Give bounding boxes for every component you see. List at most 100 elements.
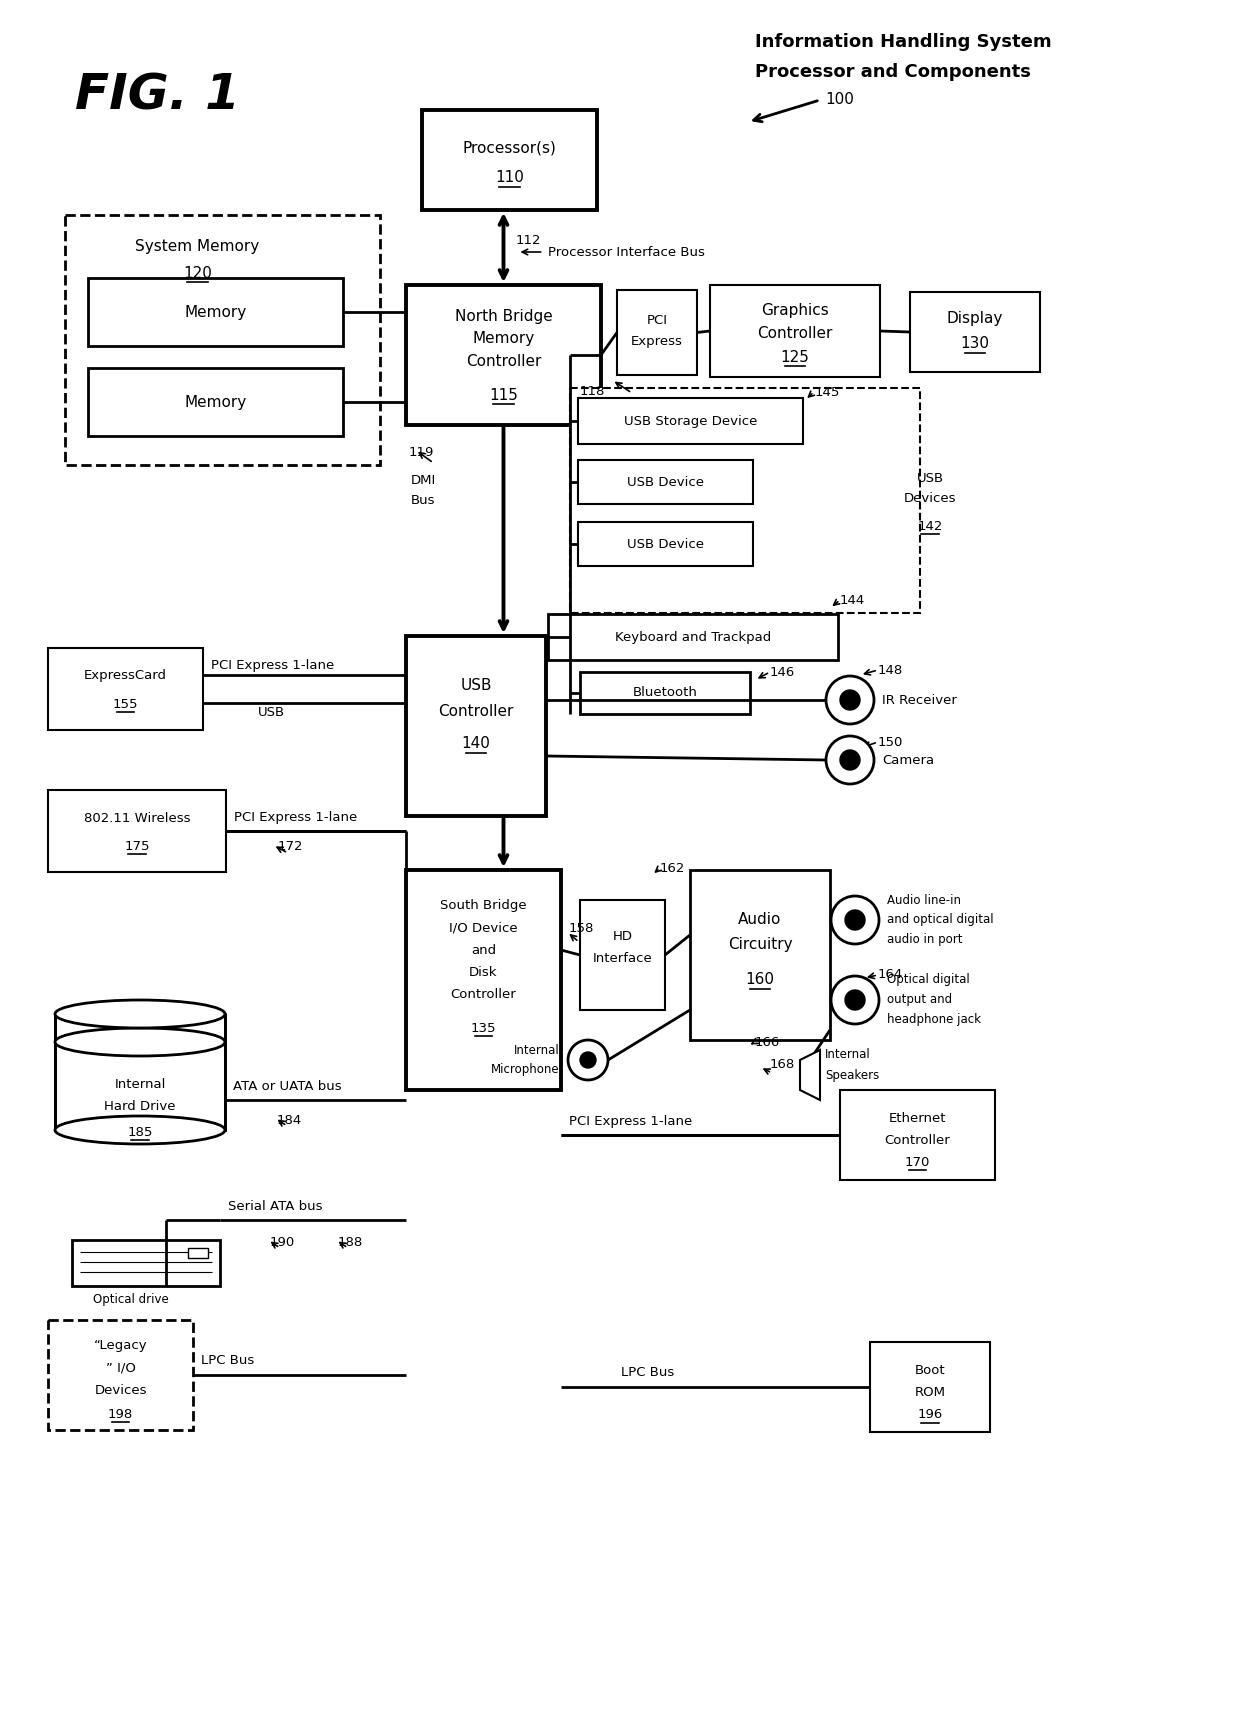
Text: 188: 188 [339, 1236, 363, 1248]
Bar [48, 1320, 193, 1430]
Text: 144: 144 [839, 594, 866, 606]
Bar [405, 637, 546, 816]
Text: Camera: Camera [882, 754, 934, 766]
Circle shape [844, 990, 866, 1010]
Text: output and: output and [887, 993, 952, 1007]
Text: headphone jack: headphone jack [887, 1014, 981, 1026]
Text: ” I/O: ” I/O [105, 1361, 135, 1375]
Text: Controller: Controller [758, 325, 833, 341]
Text: 802.11 Wireless: 802.11 Wireless [84, 812, 190, 824]
Text: Controller: Controller [884, 1134, 950, 1146]
Text: Hard Drive: Hard Drive [104, 1100, 176, 1113]
Text: 130: 130 [961, 337, 990, 351]
Text: Serial ATA bus: Serial ATA bus [228, 1200, 322, 1213]
Text: USB Device: USB Device [627, 537, 704, 551]
Text: ROM: ROM [915, 1385, 945, 1399]
Text: 196: 196 [918, 1408, 942, 1422]
Circle shape [831, 897, 879, 945]
Text: 100: 100 [825, 93, 854, 107]
Bar [422, 110, 596, 210]
Bar [55, 1014, 224, 1131]
Bar [405, 286, 601, 425]
Text: FIG. 1: FIG. 1 [74, 71, 239, 119]
Text: I/O Device: I/O Device [449, 921, 518, 935]
Text: Memory: Memory [472, 332, 534, 346]
Text: Audio line-in: Audio line-in [887, 893, 961, 907]
Text: 185: 185 [128, 1126, 153, 1139]
Text: USB: USB [460, 678, 492, 694]
Text: 145: 145 [815, 386, 841, 399]
Text: South Bridge: South Bridge [440, 900, 527, 912]
Bar [88, 368, 343, 435]
Text: 120: 120 [184, 265, 212, 281]
Text: 155: 155 [113, 697, 138, 711]
Text: USB: USB [916, 472, 944, 485]
Text: System Memory: System Memory [135, 239, 259, 255]
Text: 118: 118 [579, 386, 605, 398]
Bar [405, 871, 560, 1089]
Text: USB Storage Device: USB Storage Device [624, 415, 758, 427]
Text: PCI Express 1-lane: PCI Express 1-lane [234, 811, 357, 824]
Text: Processor(s): Processor(s) [463, 141, 557, 155]
Text: DMI: DMI [410, 473, 436, 487]
Text: 125: 125 [780, 349, 810, 365]
Bar [910, 293, 1040, 372]
Ellipse shape [55, 1000, 224, 1027]
Bar [570, 387, 920, 613]
Text: 119: 119 [408, 446, 434, 460]
Text: Controller: Controller [438, 704, 513, 718]
Text: LPC Bus: LPC Bus [201, 1354, 254, 1368]
Bar [72, 1241, 219, 1286]
Text: 158: 158 [569, 921, 594, 935]
Text: 148: 148 [878, 664, 903, 676]
Ellipse shape [55, 1115, 224, 1144]
Text: PCI Express 1-lane: PCI Express 1-lane [211, 659, 335, 671]
Text: and optical digital: and optical digital [887, 914, 993, 926]
Text: Optical digital: Optical digital [887, 974, 970, 986]
Text: IR Receiver: IR Receiver [882, 694, 957, 707]
Text: and: and [471, 943, 496, 957]
Bar [578, 460, 753, 504]
Text: Bus: Bus [412, 494, 435, 506]
Text: Information Handling System: Information Handling System [755, 33, 1052, 52]
Text: 175: 175 [124, 840, 150, 852]
Text: Devices: Devices [94, 1384, 146, 1396]
Text: LPC Bus: LPC Bus [621, 1366, 675, 1380]
Text: 172: 172 [278, 840, 304, 854]
Text: 112: 112 [516, 234, 541, 246]
Text: Speakers: Speakers [825, 1069, 879, 1081]
Bar [48, 649, 203, 730]
Bar [48, 790, 226, 873]
Text: 110: 110 [495, 170, 525, 186]
Text: 198: 198 [108, 1408, 133, 1420]
Text: Devices: Devices [904, 492, 956, 504]
Text: Keyboard and Trackpad: Keyboard and Trackpad [615, 630, 771, 644]
Circle shape [844, 910, 866, 929]
Circle shape [826, 737, 874, 785]
Text: 166: 166 [755, 1036, 780, 1048]
Text: Boot: Boot [915, 1363, 945, 1377]
Text: 140: 140 [461, 737, 491, 752]
Text: 164: 164 [878, 969, 903, 981]
Bar [88, 279, 343, 346]
Text: Internal: Internal [825, 1048, 870, 1062]
Bar [618, 291, 697, 375]
Text: Microphone: Microphone [491, 1064, 560, 1077]
Text: Processor Interface Bus: Processor Interface Bus [548, 246, 704, 258]
Text: Express: Express [631, 336, 683, 348]
Text: Controller: Controller [466, 353, 541, 368]
Bar [578, 521, 753, 566]
Text: Controller: Controller [450, 988, 516, 1000]
Text: Internal: Internal [515, 1043, 560, 1057]
Text: Interface: Interface [593, 952, 652, 964]
Bar [580, 900, 665, 1010]
Bar [839, 1089, 994, 1181]
Text: 146: 146 [770, 666, 795, 678]
Text: ATA or UATA bus: ATA or UATA bus [233, 1079, 342, 1093]
Bar [870, 1342, 990, 1432]
Text: Processor and Components: Processor and Components [755, 64, 1030, 81]
Text: North Bridge: North Bridge [455, 310, 552, 325]
Text: PCI: PCI [646, 313, 667, 327]
Text: 142: 142 [918, 520, 942, 532]
Text: 170: 170 [905, 1155, 930, 1169]
